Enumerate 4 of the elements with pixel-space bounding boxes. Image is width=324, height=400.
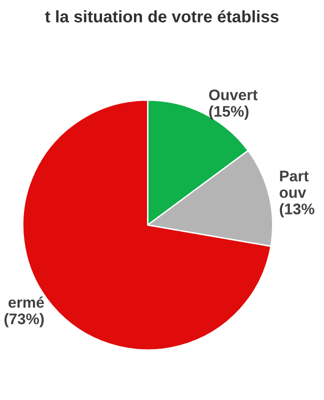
slice-label: Part ouv (13%: [280, 170, 314, 218]
chart-title: t la situation de votre établiss: [45, 10, 278, 22]
slice-label: ermé (73%): [4, 296, 44, 328]
slice-label: Ouvert (15%): [209, 89, 258, 120]
